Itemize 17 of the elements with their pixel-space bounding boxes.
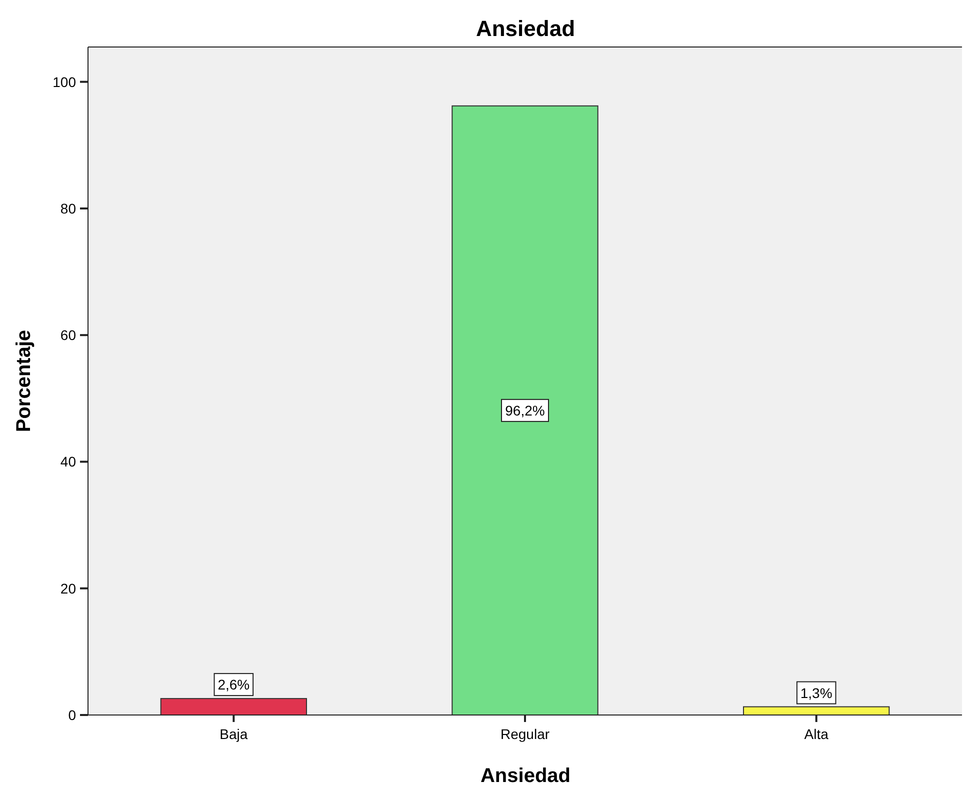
x-tick-label: Alta	[804, 726, 829, 742]
x-tick-label: Baja	[220, 726, 248, 742]
data-label: 1,3%	[800, 684, 832, 701]
data-label: 96,2%	[505, 402, 545, 418]
x-axis-title: Ansiedad	[480, 765, 571, 787]
bar	[452, 105, 598, 716]
y-tick-label: 80	[60, 200, 76, 216]
y-tick-label: 100	[52, 74, 76, 90]
chart-title: Ansiedad	[476, 16, 576, 41]
x-tick-label: Regular	[500, 726, 550, 742]
y-tick-label: 40	[60, 454, 76, 470]
y-tick-label: 60	[60, 327, 76, 344]
data-label: 2,6%	[218, 676, 250, 693]
y-axis-title: Porcentaje	[13, 330, 35, 432]
y-tick-label: 0	[68, 707, 76, 723]
bar	[160, 698, 307, 716]
y-tick-label: 20	[60, 580, 76, 596]
